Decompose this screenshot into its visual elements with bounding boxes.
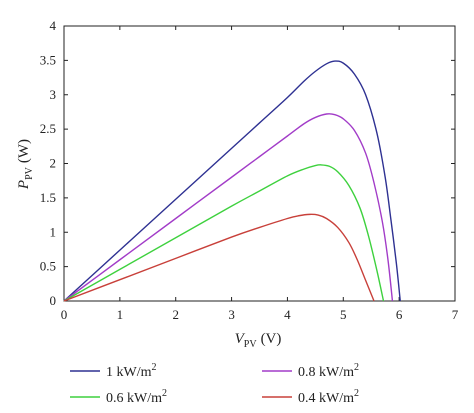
y-tick-label: 2 xyxy=(50,156,57,171)
x-tick-label: 6 xyxy=(396,307,403,322)
legend-label: 0.4 kW/m2 xyxy=(298,388,359,406)
y-tick-label: 1 xyxy=(50,224,57,239)
y-tick-label: 2.5 xyxy=(40,121,56,136)
series-line-2 xyxy=(63,164,385,302)
y-axis-title: PPV(W) xyxy=(16,139,35,190)
x-tick-label: 4 xyxy=(284,307,291,322)
y-tick-label: 3 xyxy=(50,87,57,102)
series-lines xyxy=(63,60,401,302)
y-tick-label: 1.5 xyxy=(40,190,56,205)
y-tick-label: 4 xyxy=(50,18,57,33)
legend-label: 1 kW/m2 xyxy=(106,362,157,380)
x-tick-label: 5 xyxy=(340,307,347,322)
x-axis-title: VPV (V) xyxy=(235,331,282,350)
y-tick-label: 0.5 xyxy=(40,259,56,274)
legend-label: 0.6 kW/m2 xyxy=(106,388,167,406)
x-tick-label: 1 xyxy=(117,307,124,322)
series-line-3 xyxy=(63,213,375,302)
x-tick-label: 2 xyxy=(172,307,179,322)
x-tick-label: 7 xyxy=(452,307,459,322)
legend-label: 0.8 kW/m2 xyxy=(298,362,359,380)
series-line-0 xyxy=(63,60,401,302)
legend: 1 kW/m2 0.8 kW/m2 0.6 kW/m2 0.4 kW/m2 xyxy=(70,362,359,406)
y-axis-ticks: 0 0.5 1 1.5 2 2.5 3 3.5 4 xyxy=(40,18,455,308)
x-tick-label: 3 xyxy=(228,307,235,322)
series-line-1 xyxy=(63,113,394,302)
y-tick-label: 0 xyxy=(50,293,57,308)
y-tick-label: 3.5 xyxy=(40,52,56,67)
x-tick-label: 0 xyxy=(61,307,68,322)
x-axis-ticks: 0 1 2 3 4 5 6 7 xyxy=(61,26,459,322)
